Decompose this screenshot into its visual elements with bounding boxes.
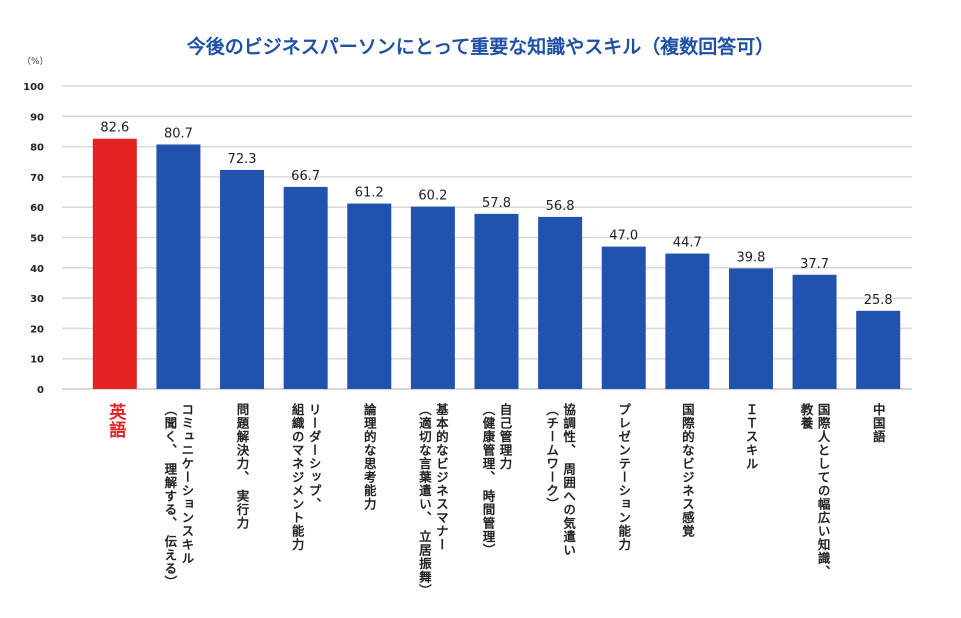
x-tick-label-line: 組織のマネジメント能力: [289, 403, 305, 552]
y-tick-label: 0: [37, 385, 44, 396]
x-tick-label-line: 問題解決力、 実行力: [234, 403, 250, 530]
chart-title: 今後のビジネスパーソンにとって重要な知識やスキル（複数回答可）: [186, 36, 775, 58]
bar: [283, 186, 328, 389]
y-tick-label: 30: [30, 294, 44, 305]
y-tick-label: 50: [30, 234, 44, 245]
x-tick-label: 英語: [105, 403, 126, 439]
x-tick-label-line: 国際的なビジネス感覚: [679, 403, 695, 538]
bar: [665, 253, 710, 389]
x-tick-label-line: （聞く、 理解する、 伝える）: [162, 403, 178, 590]
x-tick-label: コミュニケーションスキル （聞く、 理解する、 伝える）: [161, 403, 195, 589]
x-tick-label-line: 中国語: [870, 403, 886, 444]
x-tick-label-line: ＩＴスキル: [743, 403, 759, 471]
y-tick-label: 90: [30, 112, 44, 123]
x-tick-label: 論理的な思考能力: [361, 403, 378, 511]
x-tick-label: 中国語: [870, 403, 887, 444]
x-tick-label: 国際人としての幅広い知識、 教養: [798, 403, 832, 579]
data-label: 44.7: [673, 236, 702, 251]
x-tick-label-line: プレゼンテーション能力: [616, 403, 632, 552]
x-tick-label: 協調性、 周囲への気遣い （チームワーク）: [543, 403, 577, 557]
x-tick-label: 国際的なビジネス感覚: [679, 403, 696, 538]
data-label: 37.7: [800, 257, 829, 272]
y-tick-label: 60: [30, 203, 44, 214]
bar: [410, 206, 455, 389]
data-label: 56.8: [546, 199, 575, 214]
bar: [347, 203, 392, 389]
x-tick-label: 基本的なビジネスマナー （適切な言葉遣い、 立居振舞）: [416, 403, 450, 597]
data-label: 72.3: [228, 152, 257, 167]
x-tick-label-line: 論理的な思考能力: [361, 403, 377, 511]
bar: [538, 216, 583, 389]
data-label: 57.8: [482, 196, 511, 211]
x-tick-label-line: 協調性、 周囲への気遣い: [561, 403, 577, 557]
data-label: 66.7: [291, 169, 320, 184]
x-tick-label: 問題解決力、 実行力: [234, 403, 251, 530]
data-label: 60.2: [418, 189, 447, 204]
y-axis-unit: （%）: [22, 57, 49, 67]
x-tick-label-line: （健康管理、 時間管理）: [480, 403, 496, 557]
x-tick-label: ＩＴスキル: [742, 403, 759, 471]
x-tick-label: 自己管理力 （健康管理、 時間管理）: [480, 403, 514, 557]
x-tick-label: リーダーシップ、 組織のマネジメント能力: [289, 403, 323, 552]
data-label: 61.2: [355, 186, 384, 201]
x-tick-label-line: 教養: [798, 403, 814, 430]
data-label: 47.0: [609, 229, 638, 244]
y-tick-label: 100: [23, 82, 44, 93]
bar: [474, 213, 519, 389]
x-tick-label-line: 基本的なビジネスマナー: [433, 403, 449, 552]
x-tick-label-line: 英語: [105, 403, 126, 439]
data-label: 39.8: [736, 250, 765, 265]
y-tick-label: 10: [30, 355, 44, 366]
bar: [92, 138, 137, 389]
bar: [220, 169, 265, 389]
bar: [856, 310, 901, 389]
x-tick-label-line: （チームワーク）: [544, 403, 560, 511]
data-label: 25.8: [864, 293, 893, 308]
x-tick-label-line: コミュニケーションスキル: [179, 403, 195, 565]
bar: [792, 274, 837, 389]
y-tick-label: 20: [30, 324, 44, 335]
x-tick-label-line: 国際人としての幅広い知識、: [815, 403, 831, 579]
y-tick-label: 80: [30, 143, 44, 154]
x-tick-label-line: （適切な言葉遣い、 立居振舞）: [416, 403, 432, 598]
data-label: 80.7: [164, 126, 193, 141]
data-label: 82.6: [100, 121, 129, 136]
y-tick-label: 40: [30, 264, 44, 275]
x-tick-label-line: 自己管理力: [497, 403, 513, 471]
x-tick-label: プレゼンテーション能力: [615, 403, 632, 552]
bar: [601, 246, 646, 389]
y-tick-label: 70: [30, 173, 44, 184]
bar: [728, 268, 773, 389]
bar: [156, 144, 201, 389]
x-tick-label-line: リーダーシップ、: [306, 403, 322, 511]
